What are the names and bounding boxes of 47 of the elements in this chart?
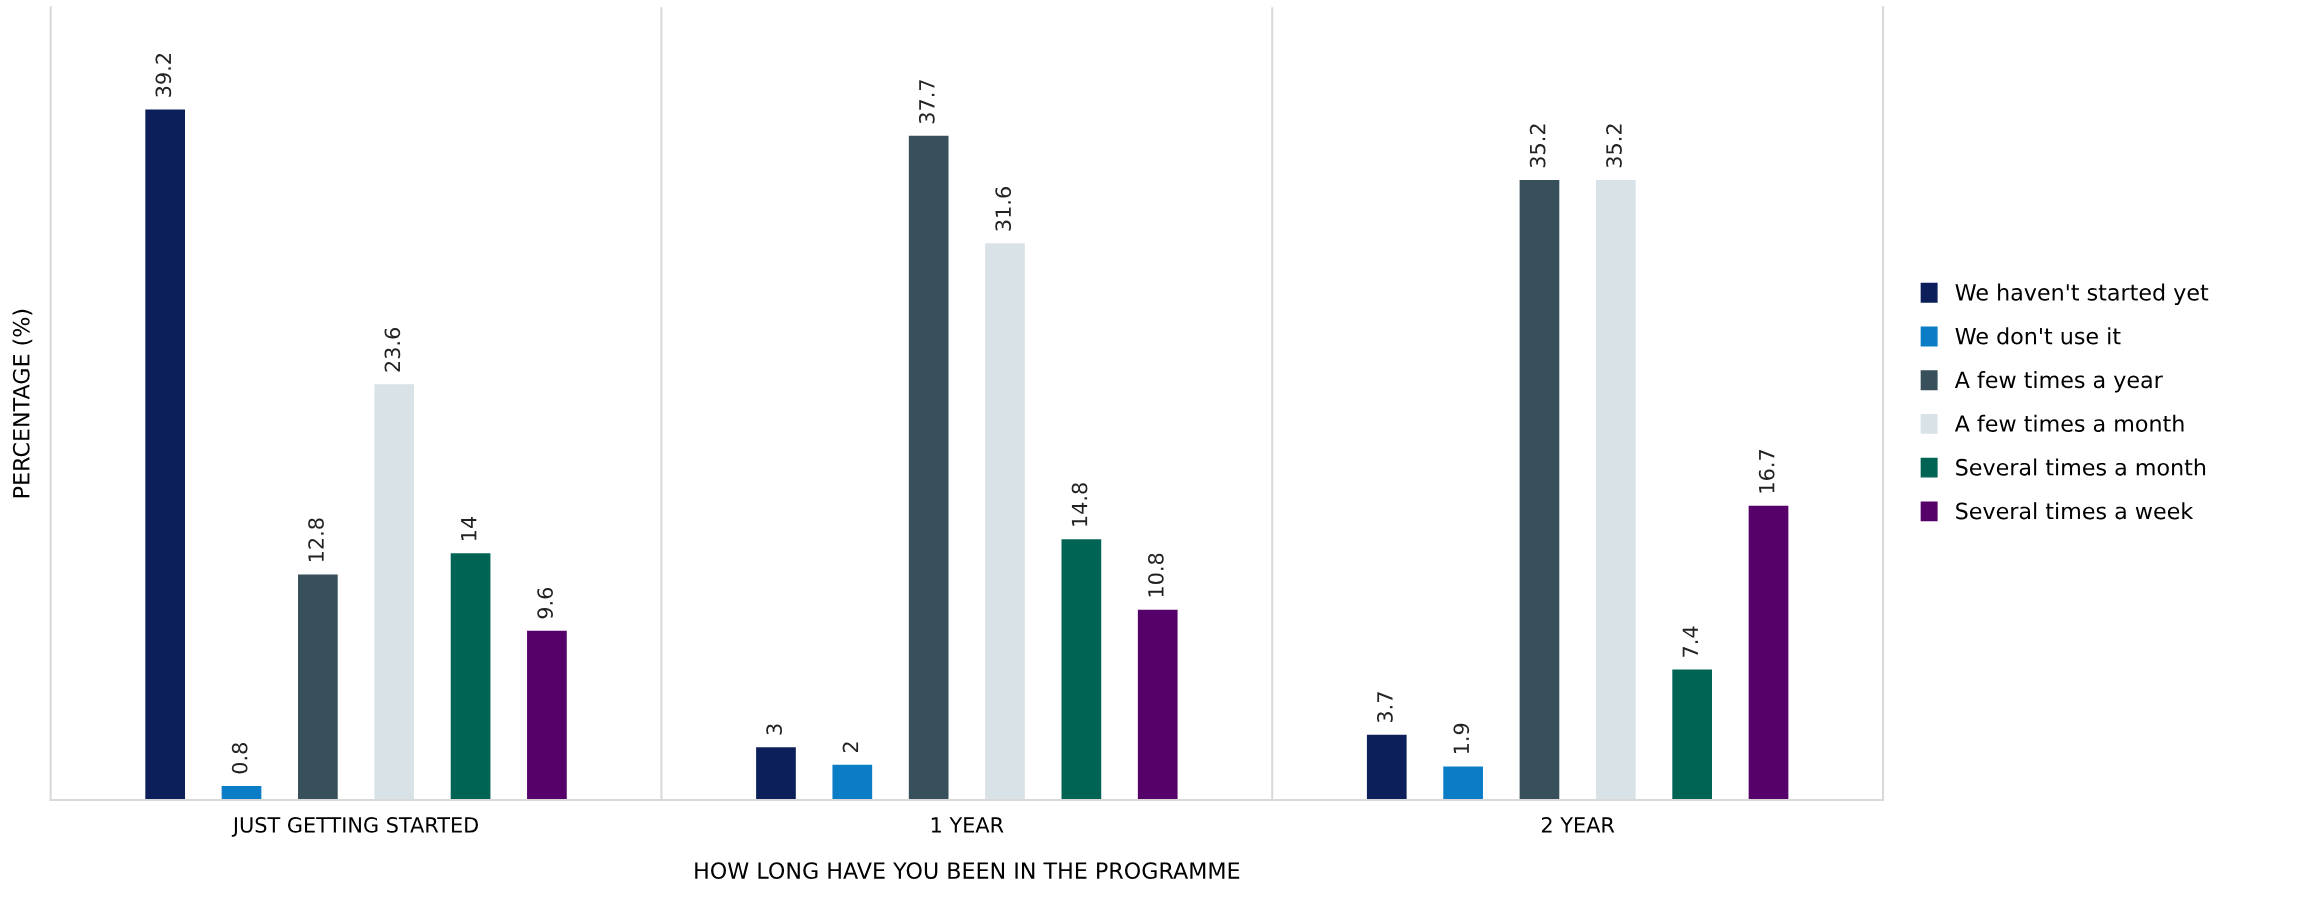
bar [985,243,1025,800]
data-label: 3 [766,724,783,735]
data-label: 0.8 [231,743,248,774]
data-label: 3.7 [1377,692,1393,723]
x-tick-label: JUST GETTING STARTED [231,817,478,837]
data-label: 31.6 [995,187,1012,231]
data-label: 10.8 [1148,553,1164,597]
data-label: 14.8 [1071,483,1088,526]
bar [145,109,186,800]
legend-label: Several times a week [1956,502,2194,520]
legend-label: A few times a month [1954,414,2184,432]
data-label: 37.7 [918,80,935,124]
data-label: 35.2 [1606,124,1622,168]
data-label: 16.7 [1758,450,1775,493]
data-label: 1.9 [1453,723,1470,754]
data-label: 2 [842,742,859,753]
data-label: 7.4 [1682,626,1698,657]
bar [1061,539,1102,800]
bar [1443,766,1483,800]
bar [756,747,796,800]
bar [374,384,415,800]
bar [298,574,338,800]
bar [832,764,873,800]
legend-label: A few times a year [1954,371,2163,393]
legend-label: We don't use it [1955,327,2121,345]
data-label: 14 [461,516,477,540]
bar [1672,669,1713,800]
x-axis-title: HOW LONG HAVE YOU BEEN IN THE PROGRAMME [695,862,1240,879]
data-label: 35.2 [1529,124,1546,168]
bar [450,553,491,800]
legend-label: We haven't started yet [1955,283,2209,306]
bar [908,135,949,800]
data-label: 12.8 [308,518,324,562]
data-label: 23.6 [384,328,401,372]
x-tick-label: 2 YEAR [1541,817,1615,833]
bar [1748,505,1789,800]
x-tick-label: 1 YEAR [931,817,1004,833]
legend-label: Several times a month [1956,458,2206,476]
bar [221,785,262,800]
y-axis-title: PERCENTAGE (%) [12,309,33,498]
bar [1366,734,1407,800]
bar [1519,179,1560,800]
data-label: 9.6 [537,587,553,619]
data-label: 39.2 [155,54,172,97]
bar [1595,179,1636,800]
bar [527,630,567,800]
bar [1137,609,1178,800]
